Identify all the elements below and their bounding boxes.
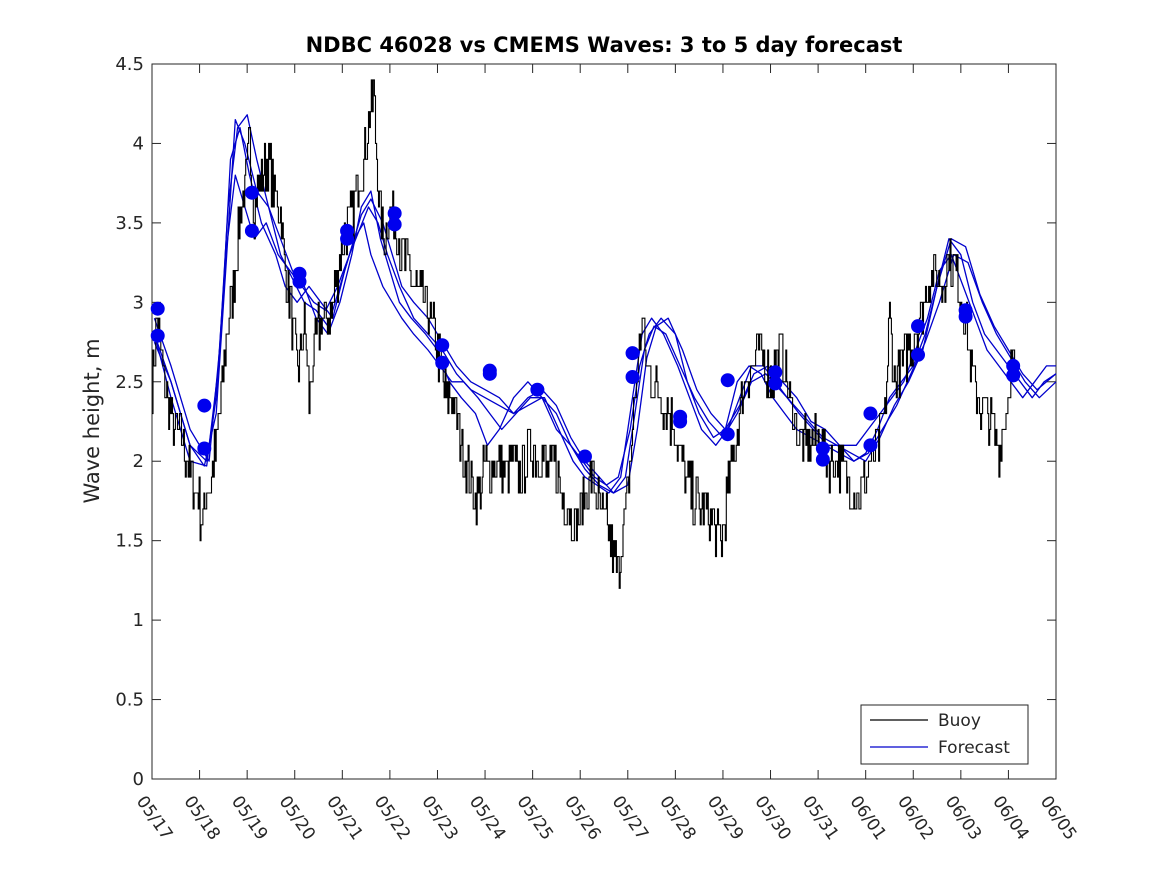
legend: Buoy Forecast [860,704,1029,765]
forecast-marker [625,370,640,385]
forecast-marker [530,382,545,397]
marker-layer [150,185,1021,467]
axes-box [151,63,1057,780]
y-tick-label: 0.5 [115,690,144,711]
y-tick-label: 3.5 [115,213,144,234]
legend-forecast-label: Forecast [938,738,1010,758]
forecast-marker [340,231,355,246]
y-ticks: 0 0.5 1 1.5 2 2.5 3 3.5 4 4.5 [115,54,1056,790]
y-axis-label: Wave height, m [80,338,104,503]
forecast-marker [958,309,973,324]
forecast-marker [577,449,592,464]
forecast-marker [673,414,688,429]
forecast-marker [150,301,165,316]
forecast-marker [768,376,783,391]
legend-buoy-label: Buoy [938,711,981,731]
plot-area: 00.511.522.533.544.5 05/17 05/18 05/19 05/2… [115,54,1080,844]
y-tick-label: 2 [133,451,144,472]
forecast-marker [387,217,402,232]
forecast-marker [150,328,165,343]
forecast-marker [625,346,640,361]
forecast-marker [720,373,735,388]
forecast-marker [435,338,450,353]
forecast-marker [197,441,212,456]
forecast-marker [815,452,830,467]
forecast-marker [863,406,878,421]
y-tick-label: 1 [133,610,144,631]
forecast-marker [435,355,450,370]
forecast-marker [720,427,735,442]
forecast-marker [244,223,259,238]
legend-box [860,704,1029,765]
forecast-marker [292,274,307,289]
y-tick-label: 3 [133,292,144,313]
forecast-marker [863,438,878,453]
y-tick-label: 4 [133,133,144,154]
forecast-marker [1006,368,1021,383]
forecast-marker [244,185,259,200]
forecast-marker [911,347,926,362]
forecast-marker [482,366,497,381]
y-tick-label: 4.5 [115,54,144,75]
y-tick-label: 0 [133,769,144,790]
y-tick-label: 2.5 [115,372,144,393]
forecast-marker [911,319,926,334]
forecast-marker [197,398,212,413]
y-tick-label: 1.5 [115,531,144,552]
buoy-series-line [152,79,1017,589]
chart-title: NDBC 46028 vs CMEMS Waves: 3 to 5 day fo… [306,33,903,57]
